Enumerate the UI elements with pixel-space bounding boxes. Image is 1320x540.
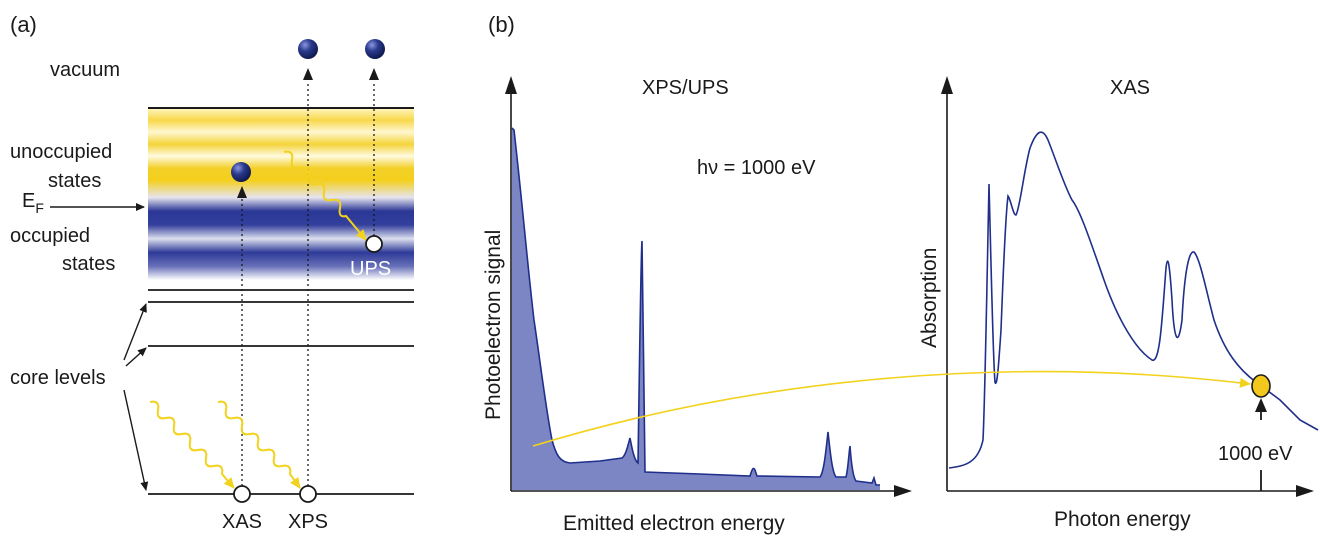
xps-spectrum-line bbox=[511, 127, 880, 486]
panel-b-label: (b) bbox=[488, 12, 515, 37]
vacuum-label: vacuum bbox=[50, 59, 120, 81]
emitted-electron-ups bbox=[365, 39, 385, 59]
hole-xas bbox=[233, 485, 251, 503]
xps-y-label: Photoelectron signal bbox=[482, 230, 505, 420]
core-level-arrows bbox=[123, 303, 149, 491]
xps-title: XPS/UPS bbox=[642, 77, 729, 99]
energy-connection-arrow bbox=[532, 370, 1251, 447]
occupied-label-line1: occupied bbox=[10, 225, 90, 247]
excited-electron-xas bbox=[231, 162, 251, 182]
xas-x-label: Photon energy bbox=[1054, 508, 1191, 531]
xps-axes bbox=[510, 90, 900, 492]
xps-x-label: Emitted electron energy bbox=[563, 512, 785, 535]
ups-label: UPS bbox=[350, 258, 391, 280]
xps-x-arrow bbox=[894, 485, 912, 497]
xps-spectrum-fill bbox=[512, 128, 880, 490]
xas-marker-point bbox=[1251, 374, 1271, 398]
transition-lines bbox=[241, 84, 375, 486]
emitted-electron-xps bbox=[298, 39, 318, 59]
xas-title: XAS bbox=[1110, 77, 1150, 99]
marker-energy-label: 1000 eV bbox=[1218, 443, 1293, 465]
fermi-label: EF bbox=[22, 190, 44, 216]
unoccupied-label-line1: unoccupied bbox=[10, 141, 112, 163]
transition-arrowheads bbox=[237, 68, 379, 198]
photon-energy-note: hν = 1000 eV bbox=[697, 157, 816, 179]
hole-xps bbox=[299, 485, 317, 503]
panel-a: (a) vacuum unoccupied states occupied st… bbox=[10, 12, 414, 533]
panel-b: (b) XPS/UPS hν = 1000 eV Photoelectron s… bbox=[482, 12, 1319, 535]
xas-spectrum-line bbox=[948, 131, 1319, 469]
xas-x-arrow bbox=[1296, 485, 1314, 497]
xps-label: XPS bbox=[288, 511, 328, 533]
unoccupied-label-line2: states bbox=[48, 170, 101, 192]
xas-axes bbox=[946, 90, 1300, 492]
occupied-label-line2: states bbox=[62, 253, 115, 275]
xas-y-arrow bbox=[941, 76, 953, 94]
hole-ups bbox=[365, 235, 383, 253]
xas-label: XAS bbox=[222, 511, 262, 533]
marker-arrow-head bbox=[1255, 398, 1267, 412]
panel-a-label: (a) bbox=[10, 12, 37, 37]
xas-y-label: Absorption bbox=[918, 248, 941, 348]
core-levels-label: core levels bbox=[10, 367, 106, 389]
photon-wiggles bbox=[149, 150, 367, 489]
xps-y-arrow bbox=[505, 76, 517, 94]
